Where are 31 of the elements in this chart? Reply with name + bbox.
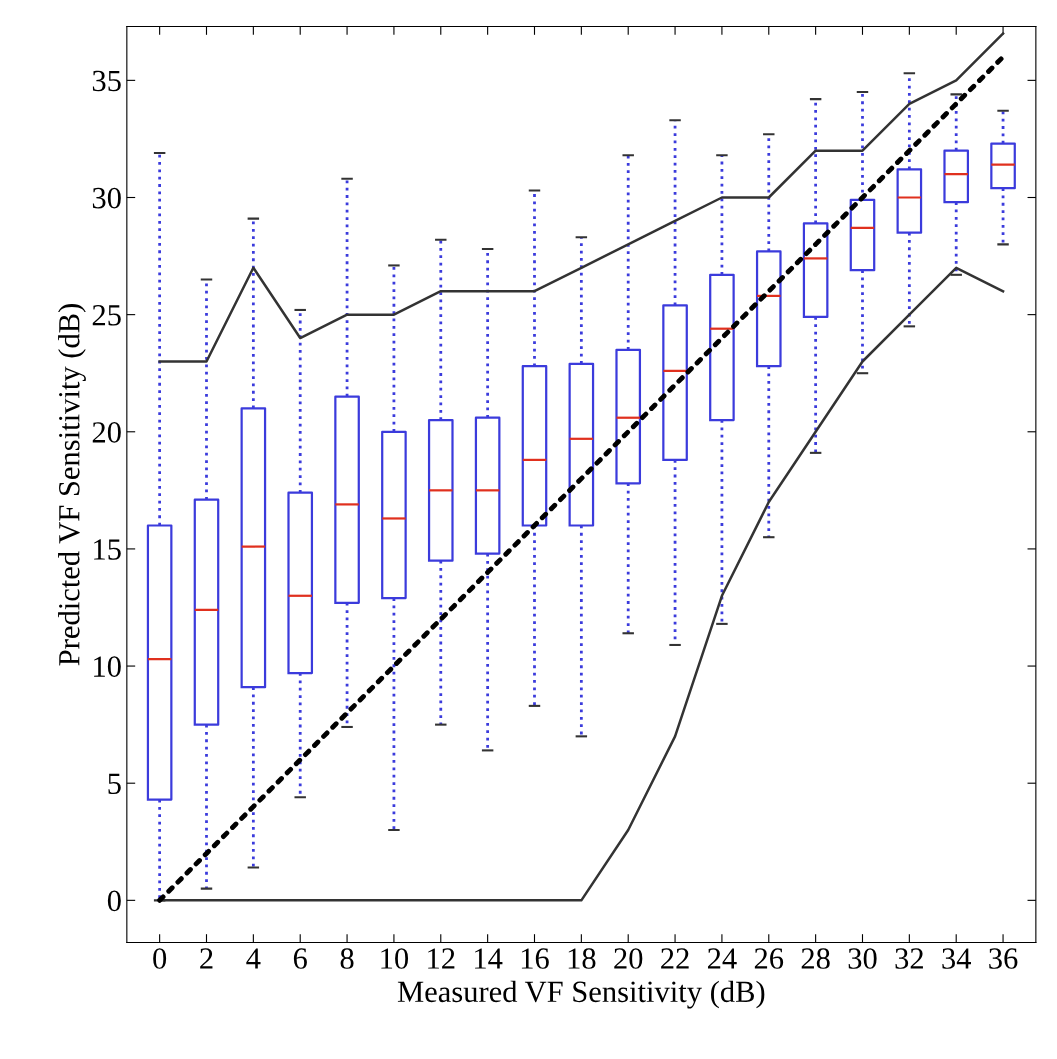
x-tick-label: 22 [661, 948, 689, 969]
x-tick-label: 6 [293, 948, 307, 969]
x-tick-label: 26 [754, 948, 784, 969]
x-tick-label: 0 [153, 948, 167, 969]
x-tick-label: 12 [428, 948, 455, 969]
x-tick-label: 2 [200, 948, 213, 969]
y-tick-label: 35 [92, 70, 121, 92]
y-axis-title: Predicted VF Sensitivity (dB) [58, 304, 86, 666]
x-tick-label: 20 [614, 948, 643, 969]
y-tick-label: 5 [108, 773, 121, 795]
x-tick-label: 14 [475, 948, 503, 969]
x-tick-label: 32 [895, 948, 923, 969]
x-tick-label: 24 [707, 948, 737, 969]
x-tick-label: 34 [942, 948, 971, 969]
y-tick-label: 20 [92, 422, 121, 443]
x-tick-label: 16 [521, 948, 549, 969]
y-tick-label: 15 [94, 539, 121, 560]
y-tick-label: 0 [107, 890, 121, 912]
x-tick-label: 28 [801, 948, 830, 969]
line-series [157, 54, 1006, 903]
x-tick-label: 36 [989, 948, 1018, 969]
x-tick-label: 30 [848, 948, 877, 969]
x-tick-label: 10 [381, 948, 409, 969]
x-tick-label: 4 [246, 948, 261, 969]
y-tick-label: 10 [94, 656, 121, 677]
line-series [158, 32, 1005, 363]
x-axis-title: Measured VF Sensitivity (dB) [397, 980, 765, 1009]
y-tick-label: 25 [92, 305, 121, 326]
y-tick-label: 30 [92, 187, 121, 209]
x-tick-label: 18 [568, 948, 596, 969]
x-tick-label: 8 [340, 948, 354, 969]
